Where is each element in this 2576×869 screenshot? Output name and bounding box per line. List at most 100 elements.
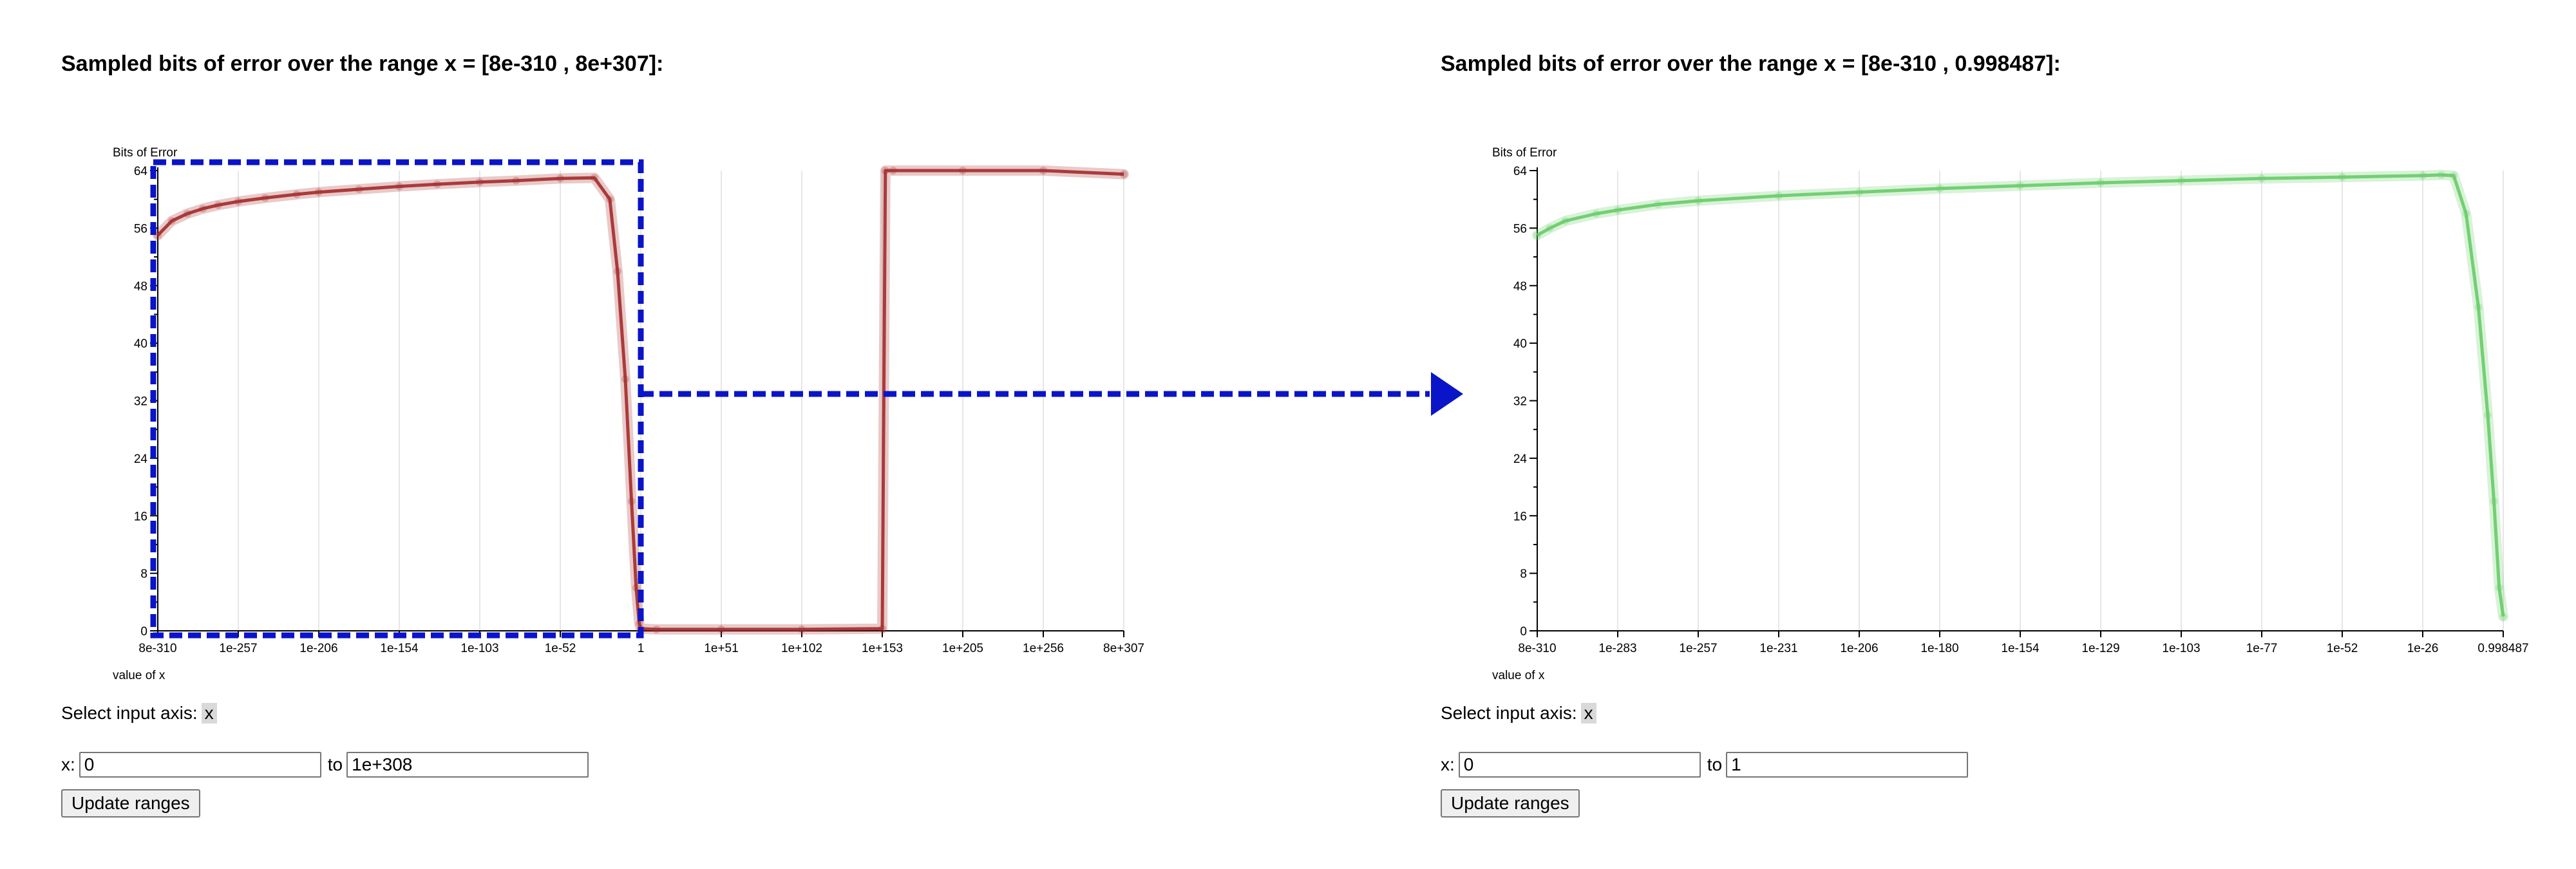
update-ranges-button[interactable]: Update ranges xyxy=(61,789,200,818)
x-tick-label: 1e-26 xyxy=(2407,642,2439,655)
error-chart-left: 0 8 16 24 32 40 48 56 64 8e-310 1e-257 1e-206 1e-154… xyxy=(113,146,1144,682)
data-point xyxy=(1039,167,1047,174)
range-to-input[interactable] xyxy=(1726,752,1969,778)
data-point xyxy=(2016,182,2024,190)
x-tick-label: 1e-180 xyxy=(1920,642,1958,655)
data-point xyxy=(621,375,629,383)
x-axis-label: value of x xyxy=(1492,669,1545,682)
data-point xyxy=(959,167,967,174)
data-point xyxy=(476,178,484,186)
y-tick-label: 0 xyxy=(1520,625,1527,639)
data-point xyxy=(1120,170,1128,178)
data-point xyxy=(1546,224,1554,232)
data-point xyxy=(198,205,207,213)
range-row: x: to xyxy=(61,752,595,778)
data-point xyxy=(2483,411,2492,419)
x-tick-label: 8e+307 xyxy=(1103,642,1144,655)
x-tick-label: 1e-206 xyxy=(1840,642,1878,655)
x-tick-label: 1e-283 xyxy=(1598,642,1636,655)
y-tick-label: 32 xyxy=(134,395,147,409)
x-tick-label: 1e-103 xyxy=(2162,642,2200,655)
series-line xyxy=(1536,173,2505,617)
y-tick-label: 48 xyxy=(1513,280,1527,294)
x-tick-label: 0.998487 xyxy=(2477,642,2528,655)
data-point xyxy=(395,182,403,191)
x-tick-label: 1e-52 xyxy=(545,642,576,655)
data-point xyxy=(556,174,564,183)
y-tick-label: 56 xyxy=(134,222,147,236)
x-axis-label: value of x xyxy=(113,669,166,682)
y-tick-label: 40 xyxy=(134,337,147,351)
range-from-input[interactable] xyxy=(1458,752,1701,778)
x-tick-label: 1e+205 xyxy=(942,642,983,655)
range-to-label: to xyxy=(327,754,343,774)
data-point xyxy=(154,231,162,239)
x-tick-label: 1e+256 xyxy=(1023,642,1064,655)
y-tick-label: 40 xyxy=(1513,337,1527,351)
data-point xyxy=(590,174,598,182)
data-point xyxy=(2437,171,2445,179)
y-tick-label: 64 xyxy=(134,165,148,178)
range-to-label: to xyxy=(1707,754,1723,774)
y-tick-label: 16 xyxy=(134,510,147,523)
data-point xyxy=(2258,174,2266,183)
data-point xyxy=(632,583,640,592)
y-tick-label: 24 xyxy=(1513,453,1528,466)
data-point xyxy=(798,625,806,633)
data-point xyxy=(613,267,621,276)
data-point xyxy=(652,625,661,633)
data-point xyxy=(315,188,323,196)
x-tick-label: 1e-206 xyxy=(299,642,337,655)
x-tick-label: 8e-310 xyxy=(138,642,176,655)
data-point xyxy=(878,624,886,633)
data-point xyxy=(2490,497,2498,505)
x-tick-label: 1e-103 xyxy=(460,642,498,655)
data-point xyxy=(1936,184,1944,192)
data-point xyxy=(214,201,222,209)
y-tick-label: 8 xyxy=(140,568,147,581)
axis-select-label: Select input axis: xyxy=(61,703,198,723)
x-tick-label: 1e-52 xyxy=(2327,642,2358,655)
range-row: x: to xyxy=(1441,752,1975,778)
data-point xyxy=(2462,210,2470,218)
axis-select: Select input axis: x xyxy=(61,703,217,724)
data-point xyxy=(234,198,242,206)
range-from-input[interactable] xyxy=(79,752,321,778)
data-point xyxy=(1561,217,1569,225)
data-point xyxy=(2338,173,2346,182)
data-point xyxy=(2450,171,2458,180)
data-point xyxy=(637,624,645,633)
y-tick-label: 24 xyxy=(134,453,148,466)
axis-option-x[interactable]: x xyxy=(201,703,217,724)
x-tick-label: 1e+51 xyxy=(704,642,738,655)
data-point xyxy=(1592,210,1600,218)
range-to-input[interactable] xyxy=(346,752,589,778)
y-tick-label: 32 xyxy=(1513,395,1527,409)
data-point xyxy=(605,195,614,203)
x-tick-label: 8e-310 xyxy=(1518,642,1556,655)
data-point xyxy=(2097,178,2105,187)
right-panel: Sampled bits of error over the range x =… xyxy=(1441,0,2576,869)
x-tick-label: 1e-257 xyxy=(1679,642,1717,655)
data-point xyxy=(292,190,301,198)
axis-select: Select input axis: x xyxy=(1441,703,1596,724)
y-tick-label: 0 xyxy=(140,625,147,639)
data-point xyxy=(167,217,176,225)
data-point xyxy=(2499,612,2507,621)
axis-select-label: Select input axis: xyxy=(1441,703,1577,723)
data-point xyxy=(717,625,725,633)
y-tick-label: 64 xyxy=(1513,165,1528,178)
axis-option-x[interactable]: x xyxy=(1580,703,1596,724)
data-point xyxy=(355,185,363,194)
update-ranges-button[interactable]: Update ranges xyxy=(1441,789,1580,818)
data-point xyxy=(2177,176,2185,185)
data-point xyxy=(2474,303,2483,312)
left-panel: Sampled bits of error over the range x =… xyxy=(61,0,1285,869)
y-tick-label: 48 xyxy=(134,280,147,294)
y-tick-label: 56 xyxy=(1513,222,1527,236)
x-tick-label: 1 xyxy=(638,642,645,655)
data-point xyxy=(1533,231,1541,239)
data-point xyxy=(2495,583,2503,592)
y-tick-label: 16 xyxy=(1513,510,1527,523)
x-tick-label: 1e-77 xyxy=(2246,642,2278,655)
